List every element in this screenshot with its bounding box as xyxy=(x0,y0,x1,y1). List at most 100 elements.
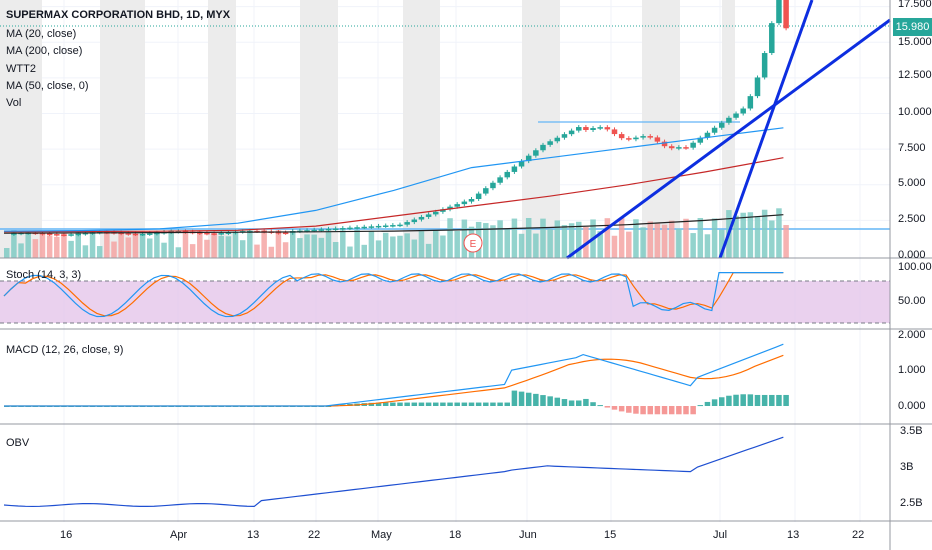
candle-body xyxy=(454,204,460,207)
macd-histogram-bar xyxy=(740,394,746,406)
volume-bar xyxy=(668,220,675,258)
volume-bar xyxy=(218,235,224,258)
macd-histogram-bar xyxy=(690,406,696,415)
volume-bar xyxy=(683,218,689,258)
volume-bar xyxy=(161,242,167,258)
volume-bar xyxy=(46,235,53,258)
volume-bar xyxy=(118,232,124,258)
volume-bar xyxy=(275,230,282,258)
x-tick: 15 xyxy=(604,529,617,541)
candle-body xyxy=(340,228,346,230)
candle-body xyxy=(568,130,575,135)
volume-bar xyxy=(239,240,246,258)
volume-bar xyxy=(18,243,24,258)
x-tick: 16 xyxy=(60,529,73,541)
macd-histogram-bar xyxy=(661,406,668,415)
volume-bar xyxy=(597,231,603,258)
volume-bar xyxy=(719,229,725,258)
volume-bar xyxy=(518,233,525,258)
volume-bar xyxy=(397,235,403,258)
volume-bar xyxy=(290,231,296,258)
macd-title[interactable]: MACD (12, 26, close, 9) xyxy=(6,344,124,356)
indicator-ma200-label[interactable]: MA (200, close) xyxy=(6,45,83,57)
candle-body xyxy=(354,227,360,229)
volume-bar xyxy=(247,230,253,258)
candle-body xyxy=(132,233,139,236)
macd-histogram-bar xyxy=(433,402,439,406)
macd-histogram-bar xyxy=(518,391,525,406)
volume-bar xyxy=(611,235,618,258)
volume-bar xyxy=(347,246,353,258)
candle-body xyxy=(704,132,711,138)
candle-body xyxy=(475,193,482,199)
volume-bar xyxy=(533,233,539,258)
volume-bar xyxy=(769,220,775,258)
volume-bar xyxy=(761,209,768,258)
volume-bar xyxy=(189,244,196,258)
ma20-line xyxy=(3,127,784,232)
candle-body xyxy=(225,232,232,234)
candle-body xyxy=(611,129,618,135)
session-shade xyxy=(722,0,735,258)
candle-body xyxy=(68,234,74,236)
volume-bar xyxy=(168,230,174,258)
price-tick: 2.500 xyxy=(898,213,926,225)
volume-bar xyxy=(32,239,39,258)
obv-title[interactable]: OBV xyxy=(6,437,30,449)
macd-histogram-bar xyxy=(633,406,639,414)
volume-bar xyxy=(776,208,782,258)
volume-bar xyxy=(318,237,325,258)
volume-bar xyxy=(626,231,632,258)
x-tick: May xyxy=(371,529,392,541)
volume-bar xyxy=(39,233,46,258)
volume-bar xyxy=(325,231,332,258)
price-tick: 17.500 xyxy=(898,0,932,10)
stoch-title[interactable]: Stoch (14, 3, 3) xyxy=(6,269,82,281)
volume-bar xyxy=(747,212,754,258)
volume-bar xyxy=(676,228,682,258)
volume-bar xyxy=(104,230,110,258)
volume-bar xyxy=(89,230,96,258)
candle-body xyxy=(668,146,675,149)
candle-body xyxy=(697,137,704,143)
macd-histogram-bar xyxy=(447,402,453,406)
indicator-vol-label[interactable]: Vol xyxy=(6,97,22,109)
macd-histogram-bar xyxy=(604,406,611,408)
macd-histogram-bar xyxy=(418,402,425,406)
candle-body xyxy=(504,171,510,178)
macd-histogram-bar xyxy=(425,402,432,406)
candle-body xyxy=(368,226,375,228)
volume-bar xyxy=(783,225,789,258)
macd-histogram-bar xyxy=(726,395,732,406)
candle-body xyxy=(776,0,782,24)
candle-body xyxy=(204,232,210,235)
indicator-ma50-label[interactable]: MA (50, close, 0) xyxy=(6,80,89,92)
volume-bar xyxy=(297,238,303,258)
macd-histogram-bar xyxy=(783,394,789,406)
indicator-ma20-label[interactable]: MA (20, close) xyxy=(6,28,77,40)
indicator-wtt2-label[interactable]: WTT2 xyxy=(6,63,36,75)
candle-body xyxy=(75,233,81,236)
trendline-2 xyxy=(718,0,814,259)
x-tick: Apr xyxy=(170,529,188,541)
volume-bar xyxy=(311,234,317,258)
macd-histogram-bar xyxy=(590,402,596,406)
macd-histogram-bar xyxy=(375,402,382,406)
volume-bar xyxy=(418,231,425,258)
price-tick: 5.000 xyxy=(898,177,926,189)
macd-histogram-bar xyxy=(440,402,446,406)
candle-body xyxy=(483,188,489,194)
volume-bar xyxy=(454,230,460,258)
macd-histogram-bar xyxy=(497,402,503,406)
macd-histogram-bar xyxy=(511,390,518,406)
candle-body xyxy=(397,224,403,227)
macd-histogram-bar xyxy=(733,394,739,406)
volume-bar xyxy=(182,230,189,258)
volume-bar xyxy=(704,234,711,258)
candle-body xyxy=(654,137,661,142)
volume-bar xyxy=(82,245,89,258)
macd-histogram-bar xyxy=(697,405,704,407)
macd-histogram-bar xyxy=(747,394,754,406)
macd-histogram-bar xyxy=(647,406,653,415)
